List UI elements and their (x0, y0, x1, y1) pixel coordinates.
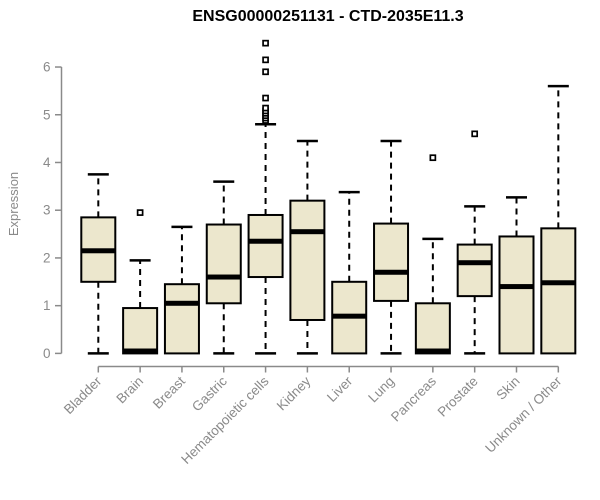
boxplot-bladder (80, 173, 117, 355)
y-tick-label: 0 (43, 346, 51, 361)
outlier-point (262, 56, 269, 64)
x-tick-label: Pancreas (388, 373, 439, 424)
y-tick-label: 2 (43, 250, 51, 265)
x-tick-label: Liver (324, 373, 356, 405)
y-tick-label: 5 (43, 107, 51, 122)
boxplot-hematopoietic-cells (247, 39, 284, 355)
boxplot-brain (122, 209, 159, 355)
boxplot-prostate (456, 130, 493, 355)
x-tick-label: Brain (113, 374, 146, 407)
median-line (332, 313, 367, 319)
outlier-point (136, 209, 144, 216)
box-iqr (456, 243, 493, 298)
boxplot-pancreas (414, 154, 451, 355)
y-tick-label: 1 (43, 298, 51, 313)
boxplot-lung (373, 139, 410, 355)
boxplot-kidney (289, 139, 326, 355)
box-iqr (163, 283, 200, 355)
outlier-point (262, 104, 269, 112)
median-line (290, 229, 325, 235)
y-tick-label: 4 (43, 155, 51, 170)
outlier-point (262, 68, 269, 76)
median-line (457, 260, 492, 266)
x-tick-label: Lung (365, 374, 397, 406)
median-line (81, 248, 116, 254)
x-tick-label: Breast (150, 373, 188, 411)
boxplot-gastric (205, 180, 242, 355)
median-line (541, 280, 576, 286)
boxplot-unknown-other (540, 84, 577, 355)
chart-title: ENSG00000251131 - CTD-2035E11.3 (192, 8, 464, 25)
box-iqr (122, 307, 159, 355)
median-line (499, 284, 534, 290)
box-iqr (205, 223, 242, 305)
outlier-point (262, 39, 269, 47)
outlier-point (471, 130, 479, 138)
median-line (164, 300, 199, 306)
x-tick-label: Prostate (435, 374, 481, 420)
x-tick-label: Bladder (61, 373, 105, 417)
box-iqr (540, 227, 577, 355)
y-tick-label: 3 (43, 203, 51, 218)
box-iqr (498, 235, 535, 355)
box-iqr (247, 213, 284, 279)
boxplot-liver (331, 190, 368, 355)
box-iqr (289, 199, 326, 321)
box-iqr (414, 302, 451, 355)
median-line (415, 348, 450, 354)
box-iqr (373, 222, 410, 302)
x-tick-label: Unknown / Other (482, 373, 565, 456)
median-line (248, 238, 283, 244)
outlier-point (429, 154, 437, 162)
x-tick-label: Kidney (274, 373, 314, 413)
x-tick-label: Skin (493, 374, 522, 403)
outlier-point (262, 94, 269, 102)
boxplot-skin (498, 196, 535, 355)
y-tick-label: 6 (43, 60, 51, 75)
boxplot-breast (163, 225, 200, 355)
median-line (123, 348, 158, 354)
x-tick-label: Gastric (189, 373, 230, 414)
median-line (374, 269, 409, 275)
y-axis-label: Expression (6, 171, 21, 237)
median-line (206, 274, 241, 280)
